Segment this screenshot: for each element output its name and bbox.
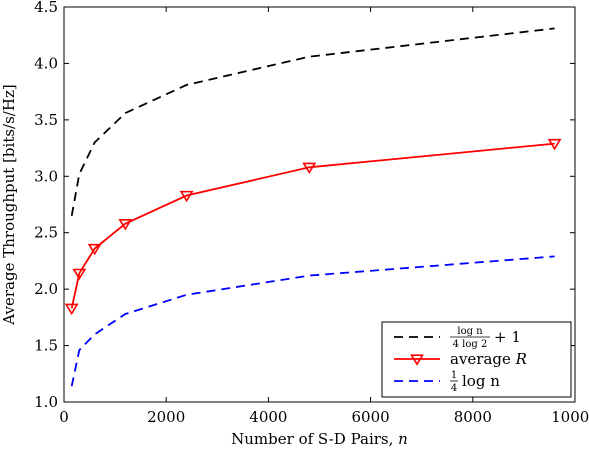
series-3-line [70, 255, 555, 387]
y-tick-label: 4.5 [34, 0, 58, 16]
series-2-point [87, 243, 102, 256]
legend-entry-series-2: average R [450, 350, 527, 368]
x-tick-label: 6000 [352, 408, 390, 426]
legend-marker-series-2 [410, 354, 424, 366]
series-1-line [70, 27, 555, 216]
x-tick-label: 8000 [454, 408, 492, 426]
series-2-point [72, 268, 87, 281]
legend-series-1-suffix: + 1 [494, 328, 521, 346]
x-axis-label: Number of S-D Pairs, n [231, 430, 408, 448]
y-tick-label: 3.5 [34, 111, 58, 129]
x-axis-label-text: Number of S-D Pairs, [231, 430, 398, 448]
series-2-point [179, 190, 194, 203]
series-2-line [70, 142, 555, 309]
x-tick-label: 0 [59, 408, 69, 426]
y-axis-label: Average Throughput [bits/s/Hz] [0, 84, 18, 325]
y-tick-label: 1.5 [34, 337, 58, 355]
x-tick-label: 2000 [147, 408, 185, 426]
ticks-layer: 0 2000 4000 6000 8000 10000 1.0 1.5 2.0 2.5 3.0 3.5… [34, 0, 589, 426]
series-2-point [302, 162, 317, 175]
x-tick-label: 4000 [249, 408, 287, 426]
series-layer [64, 27, 562, 387]
series-2-point [547, 138, 562, 151]
y-tick-label: 1.0 [34, 393, 58, 411]
legend-series-2-label: average R [450, 350, 527, 368]
legend-series-3-denominator: 4 [451, 383, 457, 394]
x-tick-label: 10000 [551, 408, 589, 426]
y-tick-label: 3.0 [34, 167, 58, 185]
series-2-point [118, 219, 133, 231]
legend-entry-series-1: log n 4 log 2 + 1 [450, 326, 521, 350]
y-tick-label: 2.5 [34, 224, 58, 242]
legend-series-1-numerator: log n [457, 326, 483, 337]
series-2-point [64, 303, 79, 316]
legend-entry-series-3: 1 4 log n [450, 370, 500, 394]
legend-series-3-numerator: 1 [451, 370, 457, 381]
legend: log n 4 log 2 + 1 average R 1 4 log n [381, 321, 572, 398]
y-tick-label: 4.0 [34, 54, 58, 72]
legend-series-3-suffix: log n [462, 372, 500, 390]
plot-frame [63, 6, 576, 403]
y-tick-label: 2.0 [34, 280, 58, 298]
legend-series-1-denominator: 4 log 2 [453, 339, 488, 350]
legend-series-2-text: average [450, 350, 516, 368]
legend-series-2-var: R [515, 350, 527, 368]
x-axis-label-var: n [398, 430, 408, 448]
